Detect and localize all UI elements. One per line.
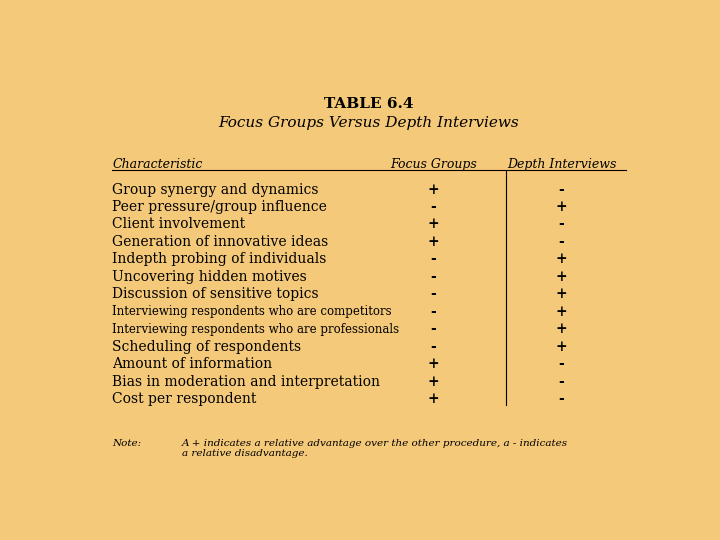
Text: Discussion of sensitive topics: Discussion of sensitive topics [112,287,319,301]
Text: -: - [431,200,436,214]
Text: +: + [556,270,567,284]
Text: Group synergy and dynamics: Group synergy and dynamics [112,183,319,197]
Text: -: - [431,322,436,336]
Text: Characteristic: Characteristic [112,158,203,171]
Text: +: + [428,357,439,371]
Text: -: - [559,183,564,197]
Text: Client involvement: Client involvement [112,218,246,232]
Text: Cost per respondent: Cost per respondent [112,392,257,406]
Text: A + indicates a relative advantage over the other procedure, a - indicates
a rel: A + indicates a relative advantage over … [182,439,568,458]
Text: -: - [431,270,436,284]
Text: Focus Groups Versus Depth Interviews: Focus Groups Versus Depth Interviews [219,116,519,130]
Text: +: + [556,322,567,336]
Text: Amount of information: Amount of information [112,357,272,371]
Text: -: - [431,305,436,319]
Text: Scheduling of respondents: Scheduling of respondents [112,340,302,354]
Text: Interviewing respondents who are competitors: Interviewing respondents who are competi… [112,305,392,318]
Text: Indepth probing of individuals: Indepth probing of individuals [112,252,327,266]
Text: Interviewing respondents who are professionals: Interviewing respondents who are profess… [112,323,400,336]
Text: Generation of innovative ideas: Generation of innovative ideas [112,235,328,249]
Text: Depth Interviews: Depth Interviews [507,158,616,171]
Text: Bias in moderation and interpretation: Bias in moderation and interpretation [112,375,380,389]
Text: +: + [428,392,439,406]
Text: +: + [556,252,567,266]
Text: +: + [556,287,567,301]
Text: -: - [559,218,564,232]
Text: +: + [428,183,439,197]
Text: +: + [556,200,567,214]
Text: +: + [556,340,567,354]
Text: -: - [559,375,564,389]
Text: +: + [428,235,439,249]
Text: -: - [431,340,436,354]
Text: Focus Groups: Focus Groups [390,158,477,171]
Text: TABLE 6.4: TABLE 6.4 [324,97,414,111]
Text: +: + [428,375,439,389]
Text: Note:: Note: [112,439,141,448]
Text: -: - [431,287,436,301]
Text: -: - [431,252,436,266]
Text: -: - [559,357,564,371]
Text: Peer pressure/group influence: Peer pressure/group influence [112,200,327,214]
Text: Uncovering hidden motives: Uncovering hidden motives [112,270,307,284]
Text: +: + [556,305,567,319]
Text: -: - [559,235,564,249]
Text: +: + [428,218,439,232]
Text: -: - [559,392,564,406]
